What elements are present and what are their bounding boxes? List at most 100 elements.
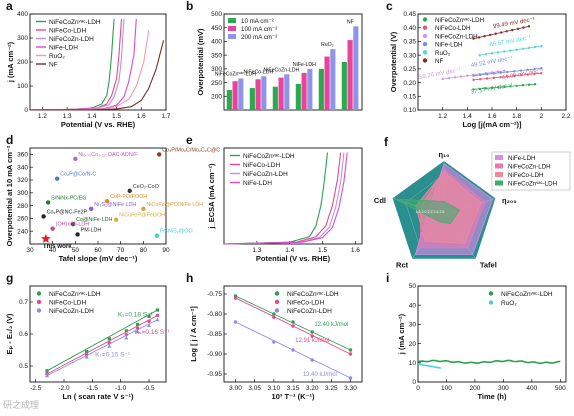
data-point-label: PM-LDH: [81, 227, 102, 233]
data-point: [291, 348, 295, 352]
data-point: [89, 206, 94, 211]
panel-h: 3.00 3.05 3.10 3.15 3.20 3.25 3.30 -0.75 -0.80 -0…: [186, 271, 363, 401]
x-tick-label: 3.20: [306, 385, 319, 392]
data-point: [45, 369, 49, 373]
x-tick-label: 300: [498, 385, 509, 392]
radar-axis-label: η₂₀₀: [502, 196, 517, 205]
legend-swatch: [495, 163, 503, 169]
y-axis-label: Overpotential (V): [389, 31, 398, 92]
legend-marker: [488, 291, 494, 296]
slope-label: Kₛ=0.15 S⁻¹: [95, 351, 131, 358]
legend-entry: NiFeCo-LDH: [243, 162, 281, 169]
x-tick-label: 1.6: [351, 247, 360, 254]
panel-letter-c: c: [386, 0, 393, 13]
panel-letter-d: d: [6, 133, 13, 147]
y-tick-label: 0.40: [403, 25, 416, 32]
legend-marker: [422, 50, 428, 55]
data-point: [233, 320, 238, 324]
x-tick-label: 3.15: [287, 385, 300, 392]
x-tick-label: 3.25: [325, 385, 338, 392]
slope-label: 49.52 mV dec⁻¹: [471, 56, 514, 69]
legend-entry: NF: [49, 62, 58, 69]
radar-axis-label: Rct: [396, 261, 409, 270]
y-tick-label: 0.35: [403, 39, 416, 46]
x-tick-label: 2.2: [561, 113, 570, 120]
panel-e: 1.3 1.4 1.5 1.6 Potential (V vs. RHE) j_ECSA …: [186, 133, 363, 263]
x-axis-label: 10³ T⁻¹ (K⁻¹): [272, 392, 315, 401]
slope-label: 37.17 mV dec⁻¹: [471, 83, 514, 96]
y-tick-label: 0.7: [19, 299, 28, 306]
data-point: [70, 221, 76, 227]
legend-marker: [488, 300, 494, 305]
x-tick-label: 1.4: [463, 113, 472, 120]
bar: [226, 89, 232, 110]
y-axis-label: Eₚ - E₁/₂ (V): [5, 313, 14, 354]
y-tick-label: 280: [17, 203, 28, 210]
data-point: [155, 313, 160, 318]
legend-entry: NiFeCoZnᵛᵃᶜ-LDH: [287, 291, 339, 298]
plot-frame: [223, 147, 363, 245]
y-tick-label: 50: [409, 283, 417, 290]
y-tick-label: 400: [211, 39, 222, 46]
legend-entry: NiFeCoZn-LDH: [287, 308, 332, 315]
x-tick-label: -2.0: [58, 385, 70, 392]
x-tick-label: -0.5: [143, 385, 155, 392]
x-tick-label: -1.0: [115, 385, 127, 392]
y-tick-label: 300: [17, 190, 28, 197]
x-tick-label: 200: [469, 385, 480, 392]
y-tick-label: 0.45: [403, 11, 416, 18]
y-tick-label: 240: [17, 228, 28, 235]
legend-entry: NiFeCo-LDH: [287, 300, 325, 307]
x-tick-label: 100: [441, 385, 452, 392]
legend-marker: [422, 58, 428, 63]
x-tick-label: 2: [540, 113, 544, 120]
x-axis-label: Potential (V vs. RHE): [61, 120, 136, 129]
legend-entry: RuO₂: [501, 300, 517, 307]
bar: [347, 40, 353, 110]
y-axis-label: j (mA cm⁻²): [397, 313, 406, 355]
legend-entry: NF: [435, 58, 443, 65]
x-tick-label: 1.2: [438, 113, 447, 120]
radar-axis-label: Tafel: [480, 261, 497, 270]
panel-letter-a: a: [6, 0, 13, 13]
panel-i: 0 100 200 300 400 500 0 10 20 30 40 50 Time (h) j (mA…: [386, 271, 567, 401]
x-tick-label: 3.10: [268, 385, 281, 392]
y-tick-label: 360: [17, 152, 28, 159]
fit-line: [46, 315, 158, 375]
x-tick-label: 60: [94, 247, 102, 254]
legend-marker: [422, 33, 428, 39]
data-point-label: Co₂P@NC-Fe2P: [47, 209, 88, 215]
x-tick-label: 1.4: [285, 247, 294, 254]
legend-marker: [36, 299, 42, 305]
x-tick-label: 0: [416, 385, 420, 392]
tafel-fit: [473, 72, 542, 81]
y-tick-label: 10: [409, 360, 417, 367]
data-point-label: CeO₂-CoO: [133, 184, 159, 190]
tafel-fit: [473, 67, 542, 77]
y-tick-label: 40: [409, 302, 417, 309]
y-tick-label: -0.75: [207, 291, 222, 298]
activation-energy-label: 12.40 kJ/mol: [314, 322, 348, 328]
data-point: [75, 232, 80, 237]
tafel-fit: [479, 45, 542, 56]
y-tick-label: 30: [409, 322, 417, 329]
tafel-point: [540, 44, 543, 48]
tafel-point: [472, 88, 475, 91]
data-point-label: Fe-NiS₂@GO: [160, 229, 193, 235]
y-tick-label: 0.5: [19, 363, 28, 370]
data-point: [127, 188, 132, 194]
y-tick-label: 0.6: [19, 331, 28, 338]
radar-axis-label: Cdl: [374, 196, 386, 205]
y-tick-label: 400: [17, 11, 28, 18]
legend-marker: [422, 41, 428, 47]
ecsa-curve: [223, 152, 348, 245]
y-axis-label: Log [ j / A cm⁻²]: [189, 306, 198, 362]
panel-letter-f: f: [384, 135, 389, 149]
x-axis-label: Ln ( scan rate V s⁻¹): [62, 392, 134, 401]
bar: [249, 88, 255, 110]
bar: [341, 62, 347, 110]
stability-curve: [417, 363, 441, 369]
y-tick-label: 0.25: [403, 66, 416, 73]
data-point: [147, 314, 151, 318]
